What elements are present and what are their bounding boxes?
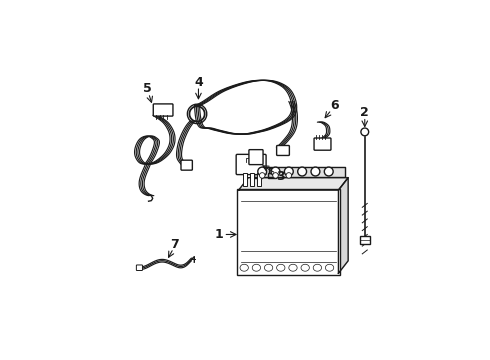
- FancyBboxPatch shape: [249, 150, 263, 165]
- Bar: [243, 174, 246, 186]
- FancyBboxPatch shape: [153, 104, 173, 116]
- Bar: [254, 173, 262, 177]
- Polygon shape: [239, 177, 348, 190]
- FancyBboxPatch shape: [314, 138, 331, 150]
- FancyBboxPatch shape: [360, 236, 370, 244]
- Circle shape: [311, 167, 320, 176]
- Text: 5: 5: [143, 82, 151, 95]
- Circle shape: [258, 167, 267, 176]
- FancyBboxPatch shape: [237, 189, 340, 275]
- Text: 3: 3: [276, 170, 285, 183]
- Bar: [250, 174, 254, 186]
- Polygon shape: [251, 167, 345, 177]
- FancyBboxPatch shape: [136, 265, 143, 270]
- Text: 1: 1: [215, 228, 223, 241]
- Circle shape: [284, 167, 293, 176]
- Circle shape: [271, 167, 280, 176]
- Text: 7: 7: [171, 238, 179, 251]
- Circle shape: [259, 173, 265, 178]
- Circle shape: [286, 173, 292, 178]
- Circle shape: [324, 167, 333, 176]
- Text: 6: 6: [330, 99, 339, 112]
- Text: 4: 4: [194, 76, 203, 89]
- Bar: [268, 173, 276, 177]
- Circle shape: [361, 128, 368, 136]
- Circle shape: [273, 173, 278, 178]
- Bar: [255, 168, 261, 173]
- FancyBboxPatch shape: [277, 145, 290, 156]
- FancyBboxPatch shape: [181, 160, 193, 170]
- Bar: [257, 174, 261, 186]
- Circle shape: [298, 167, 307, 176]
- Polygon shape: [339, 177, 348, 273]
- FancyBboxPatch shape: [236, 154, 266, 175]
- Bar: [269, 168, 275, 173]
- Text: 2: 2: [361, 106, 369, 119]
